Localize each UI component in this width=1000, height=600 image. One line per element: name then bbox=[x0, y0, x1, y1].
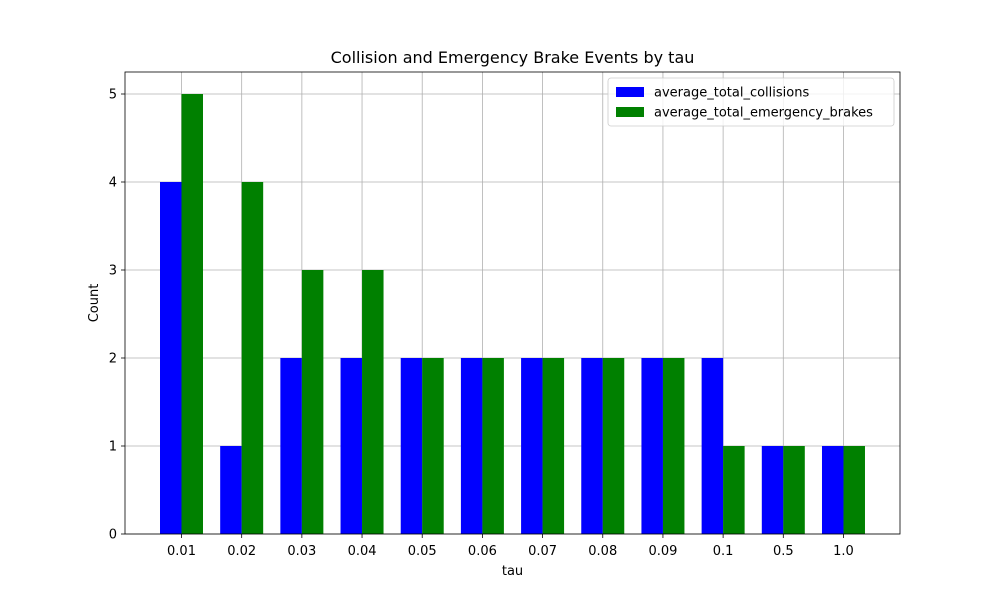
bar-average-total-collisions-0-06 bbox=[460, 358, 483, 534]
chart-title: Collision and Emergency Brake Events by … bbox=[331, 48, 695, 67]
x-tick-label: 0.06 bbox=[468, 544, 497, 559]
bars bbox=[160, 94, 865, 534]
y-tick-label: 3 bbox=[109, 264, 117, 279]
bar-average-total-collisions-1-0 bbox=[821, 446, 844, 534]
x-tick-label: 0.04 bbox=[348, 544, 377, 559]
plot-frame bbox=[124, 71, 901, 535]
bar-average-total-emergency-brakes-0-03 bbox=[301, 270, 324, 534]
bar-average-total-collisions-0-5 bbox=[761, 446, 784, 534]
x-tick-label: 0.08 bbox=[588, 544, 617, 559]
bar-average-total-emergency-brakes-0-06 bbox=[482, 358, 504, 534]
x-tick-label: 0.05 bbox=[408, 544, 437, 559]
legend-label: average_total_emergency_brakes bbox=[654, 106, 873, 121]
bar-average-total-emergency-brakes-0-01 bbox=[181, 94, 203, 534]
bar-average-total-collisions-0-04 bbox=[340, 358, 363, 534]
legend: average_total_collisions average_total_em… bbox=[607, 77, 895, 127]
bar-average-total-collisions-0-02 bbox=[220, 446, 242, 534]
y-tick-label: 5 bbox=[109, 88, 117, 103]
legend-label: average_total_collisions bbox=[654, 86, 809, 101]
x-tick-label: 0.1 bbox=[713, 544, 734, 559]
y-axis-label: Count bbox=[87, 284, 102, 323]
x-tick-label: 0.03 bbox=[287, 544, 316, 559]
bar-average-total-collisions-0-08 bbox=[581, 358, 603, 534]
legend-box bbox=[607, 77, 895, 127]
bar-average-total-collisions-0-01 bbox=[160, 182, 182, 534]
x-axis-label: tau bbox=[502, 564, 523, 579]
y-tick-label: 4 bbox=[109, 176, 117, 191]
bar-average-total-emergency-brakes-0-1 bbox=[723, 446, 745, 534]
bar-average-total-collisions-0-03 bbox=[280, 358, 302, 534]
bar-average-total-collisions-0-07 bbox=[521, 358, 543, 534]
bar-average-total-emergency-brakes-0-5 bbox=[783, 446, 805, 534]
bar-average-total-emergency-brakes-0-05 bbox=[422, 358, 444, 534]
y-tick-label: 2 bbox=[109, 352, 117, 367]
bar-average-total-collisions-0-09 bbox=[641, 358, 663, 534]
bar-average-total-emergency-brakes-0-08 bbox=[602, 358, 625, 534]
bar-average-total-emergency-brakes-0-07 bbox=[542, 358, 565, 534]
bar-average-total-collisions-0-05 bbox=[400, 358, 423, 534]
legend-swatch bbox=[616, 87, 644, 97]
x-tick-label: 0.01 bbox=[167, 544, 196, 559]
bar-average-total-emergency-brakes-0-02 bbox=[241, 182, 264, 534]
bar-average-total-emergency-brakes-0-04 bbox=[362, 270, 384, 534]
y-axis-ticks: 0 1 2 3 4 5 bbox=[109, 88, 125, 543]
bar-average-total-collisions-0-1 bbox=[701, 358, 724, 534]
x-axis-ticks: 0.01 0.02 0.03 0.04 0.05 0.06 0.07 0.08 0.09 0.1 0… bbox=[167, 534, 854, 559]
x-tick-label: 0.09 bbox=[648, 544, 677, 559]
legend-swatch bbox=[616, 107, 644, 117]
bar-average-total-emergency-brakes-1-0 bbox=[843, 446, 865, 534]
y-tick-label: 1 bbox=[109, 440, 117, 455]
x-tick-label: 0.5 bbox=[773, 544, 794, 559]
y-tick-label: 0 bbox=[109, 528, 117, 543]
x-tick-label: 0.02 bbox=[227, 544, 256, 559]
x-tick-label: 1.0 bbox=[833, 544, 854, 559]
bar-average-total-emergency-brakes-0-09 bbox=[662, 358, 685, 534]
x-tick-label: 0.07 bbox=[528, 544, 557, 559]
